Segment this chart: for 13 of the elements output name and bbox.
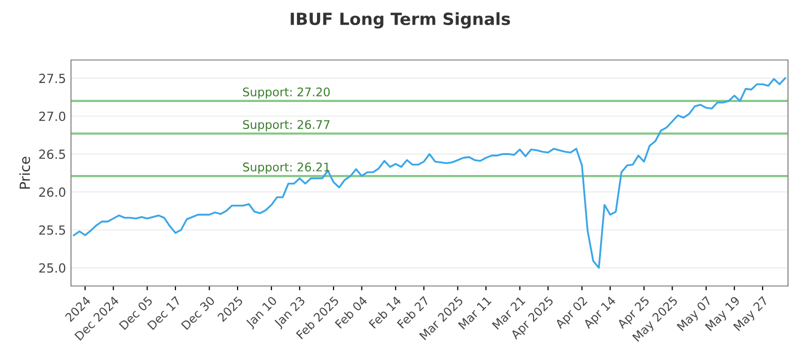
y-tick-label: 25.0: [39, 263, 66, 273]
y-axis-title: Price: [19, 156, 30, 189]
y-tick-label: 25.5: [39, 225, 66, 235]
y-tick-label: 26.0: [39, 187, 66, 197]
x-tick-label: Dec 30: [180, 296, 216, 330]
ref-line-label: Support: 26.21: [243, 162, 330, 174]
y-tick-label: 27.5: [39, 74, 66, 84]
ref-line-label: Support: 27.20: [243, 87, 330, 99]
ref-line-label: Support: 26.77: [243, 120, 330, 132]
line-series: [72, 77, 786, 269]
chart-title: IBUF Long Term Signals: [290, 12, 510, 29]
y-tick-label: 26.5: [39, 150, 66, 159]
y-tick-label: 27.0: [39, 112, 66, 122]
